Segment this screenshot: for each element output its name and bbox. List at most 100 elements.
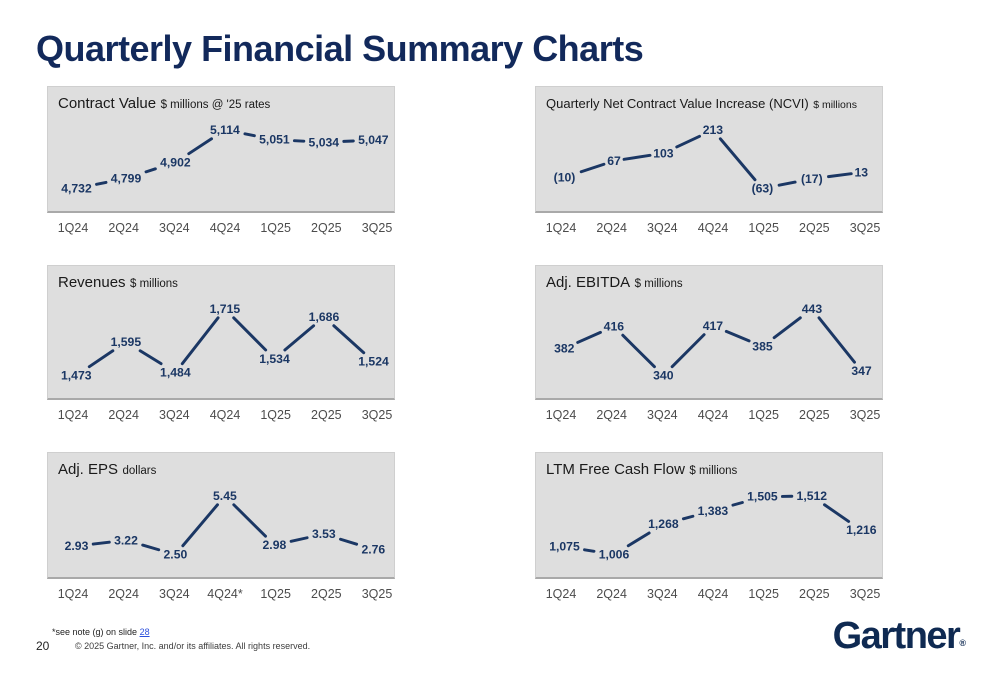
chart-metric-label: Quarterly Net Contract Value Increase (N…	[546, 96, 809, 111]
line-segment	[91, 540, 111, 546]
data-point-label: 443	[802, 302, 823, 316]
line-segment	[141, 543, 161, 552]
line-chart: 4,732 4,799 4,902 5,114 5,051 5,034 5,047	[61, 123, 389, 196]
chart-contract-value: Contract Value $ millions @ '25 rates 4,…	[47, 86, 395, 239]
x-axis-label: 2Q25	[799, 587, 830, 601]
line-segment	[817, 316, 856, 364]
x-axis-labels: 1Q24 2Q24 3Q24 4Q24 1Q25 2Q25 3Q25	[535, 221, 883, 239]
chart-ltm-free-cash-flow: LTM Free Cash Flow $ millions 1,075 1,006…	[535, 452, 883, 605]
x-axis-label: 2Q24	[108, 587, 139, 601]
page-title: Quarterly Financial Summary Charts	[36, 28, 644, 69]
x-axis-label: 1Q24	[57, 587, 89, 601]
line-chart: 382 416 340 417 385 443 347	[554, 302, 872, 383]
x-axis-label: 2Q25	[311, 408, 342, 422]
line-segment	[827, 172, 853, 179]
line-segment	[626, 531, 651, 548]
data-point-label: 1,534	[259, 352, 290, 366]
line-chart: 1,473 1,595 1,484 1,715 1,534 1,686 1,524	[61, 302, 389, 383]
x-axis-label: 1Q25	[260, 408, 291, 422]
x-axis-label: 2Q25	[311, 221, 342, 235]
chart-title: Revenues $ millions	[58, 274, 178, 292]
line-segment	[180, 316, 220, 366]
line-segment	[138, 349, 163, 366]
data-point-label: 1,512	[797, 489, 828, 503]
line-chart: 2.93 3.22 2.50 5.45 2.98 3.53 2.76	[65, 489, 386, 562]
x-axis-label: 3Q25	[849, 587, 881, 601]
data-point-label: 5,114	[210, 123, 240, 137]
x-axis-label: 2Q24	[108, 221, 139, 235]
x-axis-label: 1Q25	[748, 221, 779, 235]
x-axis-label: 3Q24	[159, 221, 190, 235]
chart-ncvi: Quarterly Net Contract Value Increase (N…	[535, 86, 883, 239]
x-axis-label: 3Q25	[361, 587, 393, 601]
chart-panel: Contract Value $ millions @ '25 rates 4,…	[47, 86, 395, 213]
line-segment	[724, 329, 751, 343]
line-segment	[339, 537, 359, 546]
x-axis-label: 3Q25	[849, 408, 881, 422]
line-segment	[95, 180, 108, 186]
x-axis-label: 2Q25	[799, 408, 830, 422]
data-point-label: 1,505	[747, 490, 778, 504]
line-segment	[731, 501, 744, 507]
chart-title: Contract Value $ millions @ '25 rates	[58, 95, 270, 113]
data-point-label: (63)	[752, 182, 774, 196]
data-point-label: 382	[554, 341, 575, 355]
footnote: *see note (g) on slide 28	[52, 627, 150, 637]
line-segment	[823, 503, 851, 523]
chart-unit-label: $ millions	[130, 278, 178, 290]
chart-unit-label: $ millions	[634, 278, 683, 290]
x-axis-label: 2Q24	[596, 587, 627, 601]
data-point-label: 67	[607, 154, 621, 168]
data-point-label: 4,902	[160, 155, 191, 169]
x-axis-labels: 1Q24 2Q24 3Q24 4Q24 1Q25 2Q25 3Q25	[535, 587, 883, 605]
x-axis-label: 4Q24*	[207, 587, 243, 601]
chart-title: Quarterly Net Contract Value Increase (N…	[546, 95, 857, 113]
chart-metric-label: LTM Free Cash Flow	[546, 461, 685, 478]
chart-title: Adj. EBITDA $ millions	[546, 274, 683, 292]
data-point-label: 385	[752, 339, 773, 353]
data-point-label: (10)	[554, 170, 576, 184]
x-axis-label: 1Q24	[57, 221, 89, 235]
line-segment	[777, 180, 797, 187]
data-point-label: 1,524	[358, 355, 389, 369]
data-point-label: 213	[703, 123, 724, 137]
chart-revenues: Revenues $ millions 1,473 1,595 1,484 1,715…	[47, 265, 395, 426]
line-segment	[232, 503, 267, 538]
data-point-label: 1,473	[61, 369, 92, 383]
data-point-label: 416	[604, 319, 625, 333]
data-point-label: 1,383	[698, 504, 729, 518]
data-point-label: 1,686	[309, 310, 340, 324]
chart-metric-label: Adj. EBITDA	[546, 274, 631, 291]
gartner-logo: Gartner®	[833, 615, 966, 658]
x-axis-label: 3Q24	[159, 587, 190, 601]
x-axis-label: 4Q24	[697, 587, 729, 601]
x-axis-label: 1Q24	[545, 408, 577, 422]
line-segment	[243, 132, 256, 138]
x-axis-label: 2Q24	[596, 221, 627, 235]
x-axis-label: 2Q25	[799, 221, 830, 235]
footnote-text: *see note (g) on slide	[52, 627, 140, 637]
line-segment	[87, 349, 115, 369]
x-axis-labels: 1Q24 2Q24 3Q24 4Q24 1Q25 2Q25 3Q25	[535, 408, 883, 426]
line-segment	[181, 503, 219, 548]
data-point-label: 5.45	[213, 489, 237, 503]
x-axis-label: 3Q24	[647, 587, 678, 601]
footnote-slide-link[interactable]: 28	[139, 627, 150, 637]
x-axis-label: 3Q25	[361, 221, 393, 235]
x-axis-label: 3Q25	[849, 221, 881, 235]
data-point-label: 340	[653, 369, 674, 383]
line-segment	[283, 324, 316, 352]
x-axis-label: 3Q24	[647, 221, 678, 235]
data-point-label: 1,715	[210, 302, 241, 316]
page-number: 20	[36, 639, 50, 653]
chart-title: LTM Free Cash Flow $ millions	[546, 461, 737, 479]
gartner-wordmark: Gartner	[832, 615, 961, 657]
chart-title: Adj. EPS dollars	[58, 461, 156, 479]
data-point-label: 1,216	[846, 523, 877, 537]
chart-unit-label: $ millions @ '25 rates	[160, 99, 271, 111]
chart-panel: Revenues $ millions 1,473 1,595 1,484 1,715…	[47, 265, 395, 400]
line-chart: (10) 67 103 213 (63) (17) 13	[554, 123, 869, 196]
x-axis-label: 2Q25	[311, 587, 342, 601]
x-axis-label: 3Q25	[361, 408, 393, 422]
